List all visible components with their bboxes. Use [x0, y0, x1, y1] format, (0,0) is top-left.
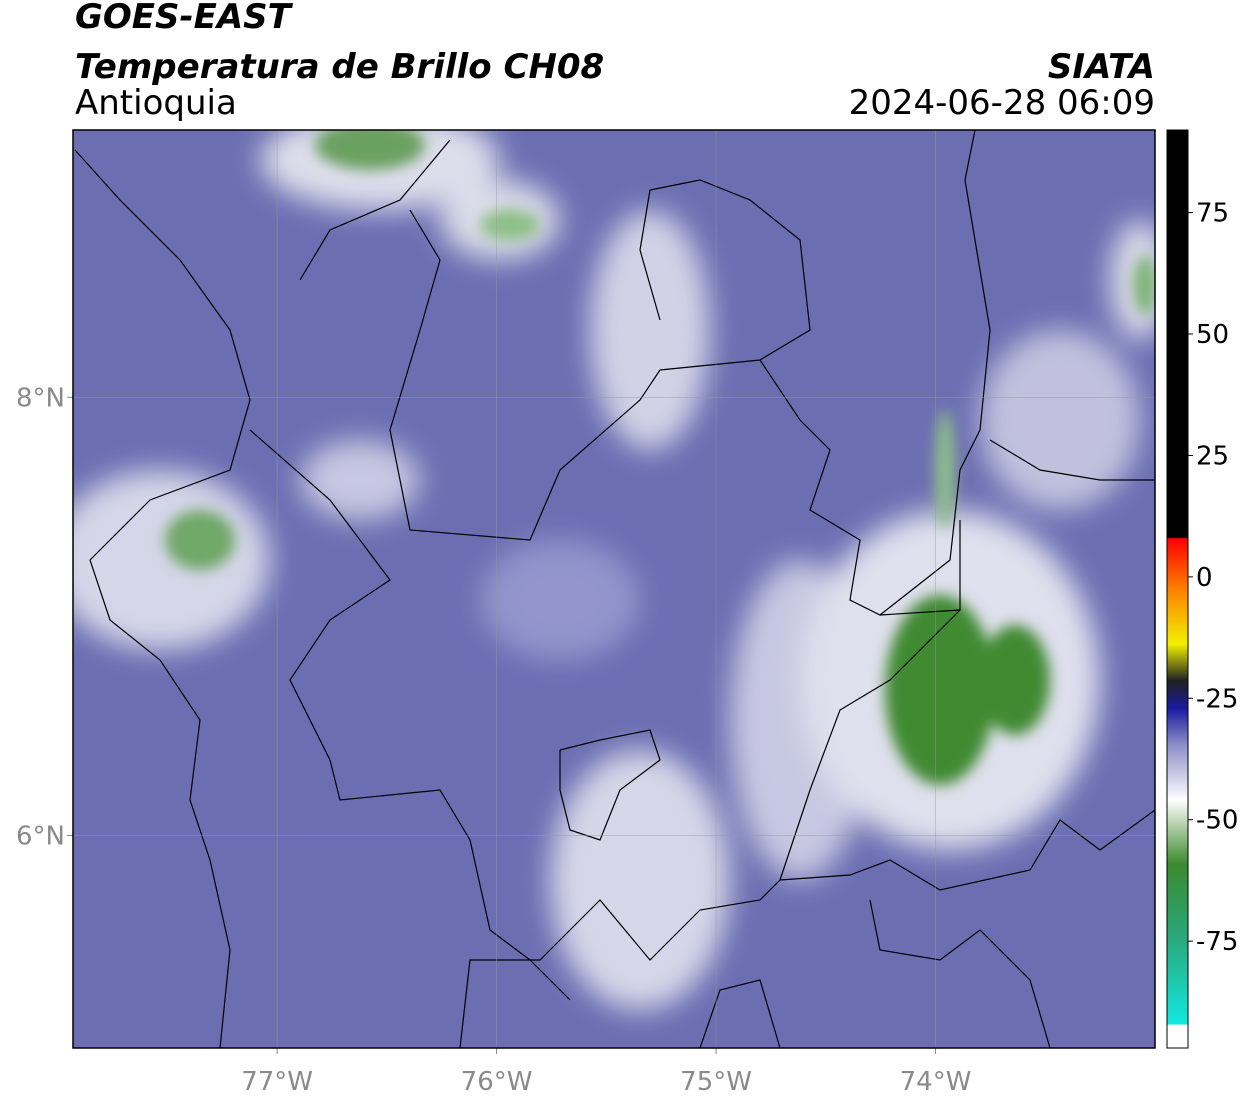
colorbar-tick-label: -75	[1196, 927, 1238, 957]
timestamp: 2024-06-28 06:09	[849, 83, 1155, 123]
map-frame	[72, 129, 1156, 1049]
satellite-image	[73, 130, 1155, 1048]
title: GOES-EAST	[75, 0, 294, 37]
y-tick-label: 6°N	[16, 821, 65, 851]
y-tick-label: 8°N	[16, 383, 65, 413]
colorbar-ticks: -75 -50 -25 0 25 50 75	[1188, 199, 1238, 957]
colorbar-tick-label: 25	[1196, 441, 1229, 471]
x-tick-label: 76°W	[461, 1067, 533, 1097]
colorbar-tick-label: 50	[1196, 320, 1229, 350]
region: Antioquia	[75, 83, 237, 123]
subtitle: Temperatura de Brillo CH08	[75, 47, 604, 87]
x-tick-label: 77°W	[241, 1067, 313, 1097]
x-tick-label: 75°W	[680, 1067, 752, 1097]
source: SIATA	[1048, 47, 1155, 87]
borders	[74, 130, 1155, 1048]
x-tick-label: 74°W	[900, 1067, 972, 1097]
colorbar-tick-label: 0	[1196, 563, 1213, 593]
colorbar-tick-label: -25	[1196, 684, 1238, 714]
graticule: 77°W 76°W 75°W 74°W 6°N 8°N	[16, 130, 1155, 1097]
colorbar	[1166, 129, 1189, 1049]
colorbar-tick-label: -50	[1196, 806, 1238, 836]
colorbar-tick-label: 75	[1196, 199, 1229, 229]
